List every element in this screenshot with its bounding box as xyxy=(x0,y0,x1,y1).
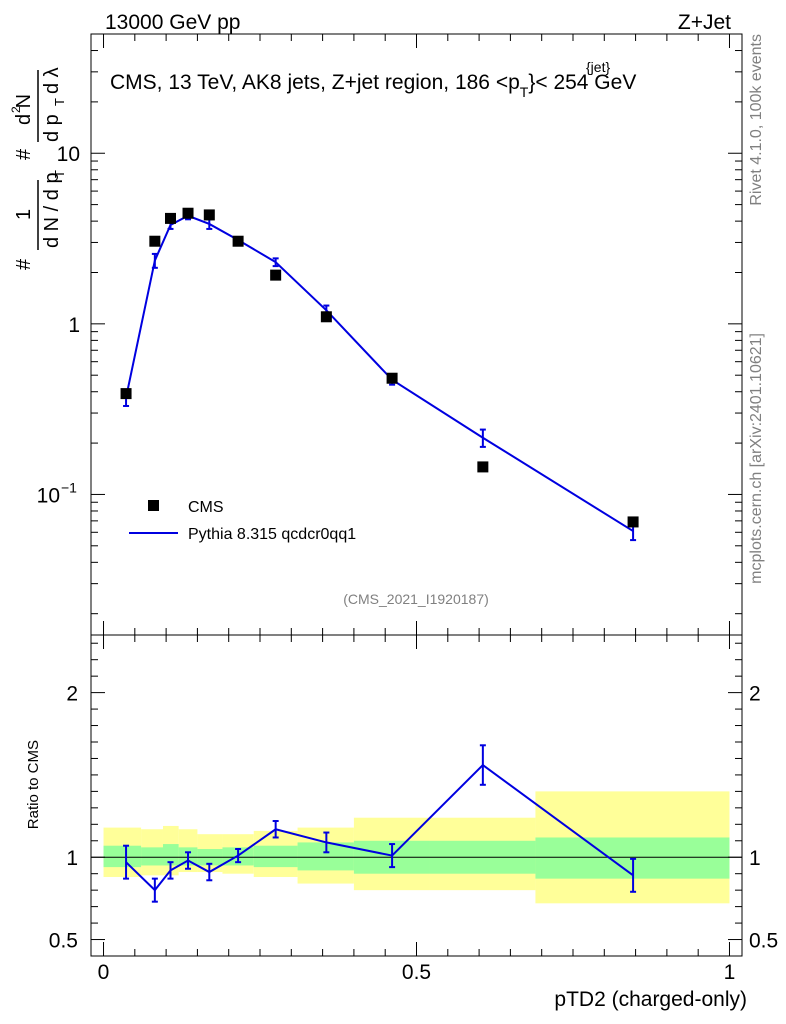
legend: CMS Pythia 8.315 qcdcr0qq1 xyxy=(129,499,356,543)
ratio-ytick-label: 2 xyxy=(66,683,78,706)
plot-title-sup: {jet} xyxy=(586,59,610,75)
ylabel-num-power: 2 xyxy=(9,106,23,113)
rivet-version-label: Rivet 4.1.0, 100k events xyxy=(748,34,765,206)
cms-data-point xyxy=(232,235,244,247)
legend-data-label: CMS xyxy=(188,499,224,516)
ylabel-denominator: d N / d p xyxy=(41,172,63,248)
ratio-plot-panel: 0.5 0.5 1 1 2 2 0 0.5 1 Ratio to CMS pTD2 (char… xyxy=(25,634,778,1011)
main-ytick-label: 10 xyxy=(57,143,80,166)
ylabel-hash-2: # xyxy=(13,148,35,160)
header-process-label: Z+Jet xyxy=(678,11,731,34)
cms-data-point xyxy=(164,212,176,224)
ratio-band-inner xyxy=(253,845,298,868)
xtick-label: 1 xyxy=(724,961,736,984)
header-energy-label: 13000 GeV pp xyxy=(105,11,240,34)
main-ytick-label: 1 xyxy=(68,314,80,337)
cms-data-point xyxy=(120,388,132,400)
plot-title-main: CMS, 13 TeV, AK8 jets, Z+jet region, 186… xyxy=(110,71,636,100)
ratio-ytick-label-right: 0.5 xyxy=(749,930,778,953)
ylabel-numerator-one: 1 xyxy=(13,209,35,220)
x-axis-label: pTD2 (charged-only) xyxy=(554,988,747,1011)
plot-title-tail: }< 254 GeV xyxy=(528,71,636,94)
mc-curve xyxy=(125,214,634,532)
ratio-y-axis-label: Ratio to CMS xyxy=(25,740,42,829)
legend-data-marker xyxy=(148,500,159,511)
cms-data-point xyxy=(627,516,639,528)
ratio-band-inner xyxy=(162,844,179,866)
legend-mc-label: Pythia 8.315 qcdcr0qq1 xyxy=(188,526,356,543)
cms-data-point xyxy=(149,235,161,247)
main-y-axis-label: # 1 d N / d p T # d N 2 d p T d λ xyxy=(9,67,67,270)
ylabel-denominator-2: d p xyxy=(41,114,63,142)
ylabel-den-sub: T xyxy=(52,170,67,178)
plot-title-sub: T xyxy=(520,84,529,100)
ylabel-den2-sub: T xyxy=(52,98,67,106)
main-ytick-label: 10 xyxy=(37,484,60,507)
cms-data-point xyxy=(270,269,282,281)
ratio-band-inner xyxy=(141,847,163,866)
plot-title: CMS, 13 TeV, AK8 jets, Z+jet region, 186… xyxy=(110,59,636,100)
main-plot-frame xyxy=(90,33,743,636)
ratio-ytick-label: 0.5 xyxy=(49,930,78,953)
ratio-ytick-label-right: 1 xyxy=(749,847,761,870)
xtick-label: 0 xyxy=(98,961,110,984)
cms-data-point xyxy=(386,372,398,384)
analysis-id-label: (CMS_2021_I1920187) xyxy=(343,591,489,607)
mcplots-label: mcplots.cern.ch [arXiv:2401.10621] xyxy=(748,333,765,584)
ylabel-numerator-dn: d N xyxy=(13,94,35,125)
ratio-band-inner xyxy=(103,845,142,868)
ylabel-hash: # xyxy=(13,258,35,270)
ylabel-dlambda: d λ xyxy=(41,67,63,94)
xtick-label: 0.5 xyxy=(402,961,431,984)
ratio-ytick-label: 1 xyxy=(66,847,78,870)
ratio-ytick-label-right: 2 xyxy=(749,683,761,706)
main-ytick-exponent: −1 xyxy=(61,479,77,495)
cms-data-point xyxy=(320,311,332,323)
cms-data-point xyxy=(182,207,194,219)
cms-data-point xyxy=(203,209,215,221)
cms-data-point xyxy=(477,461,489,473)
